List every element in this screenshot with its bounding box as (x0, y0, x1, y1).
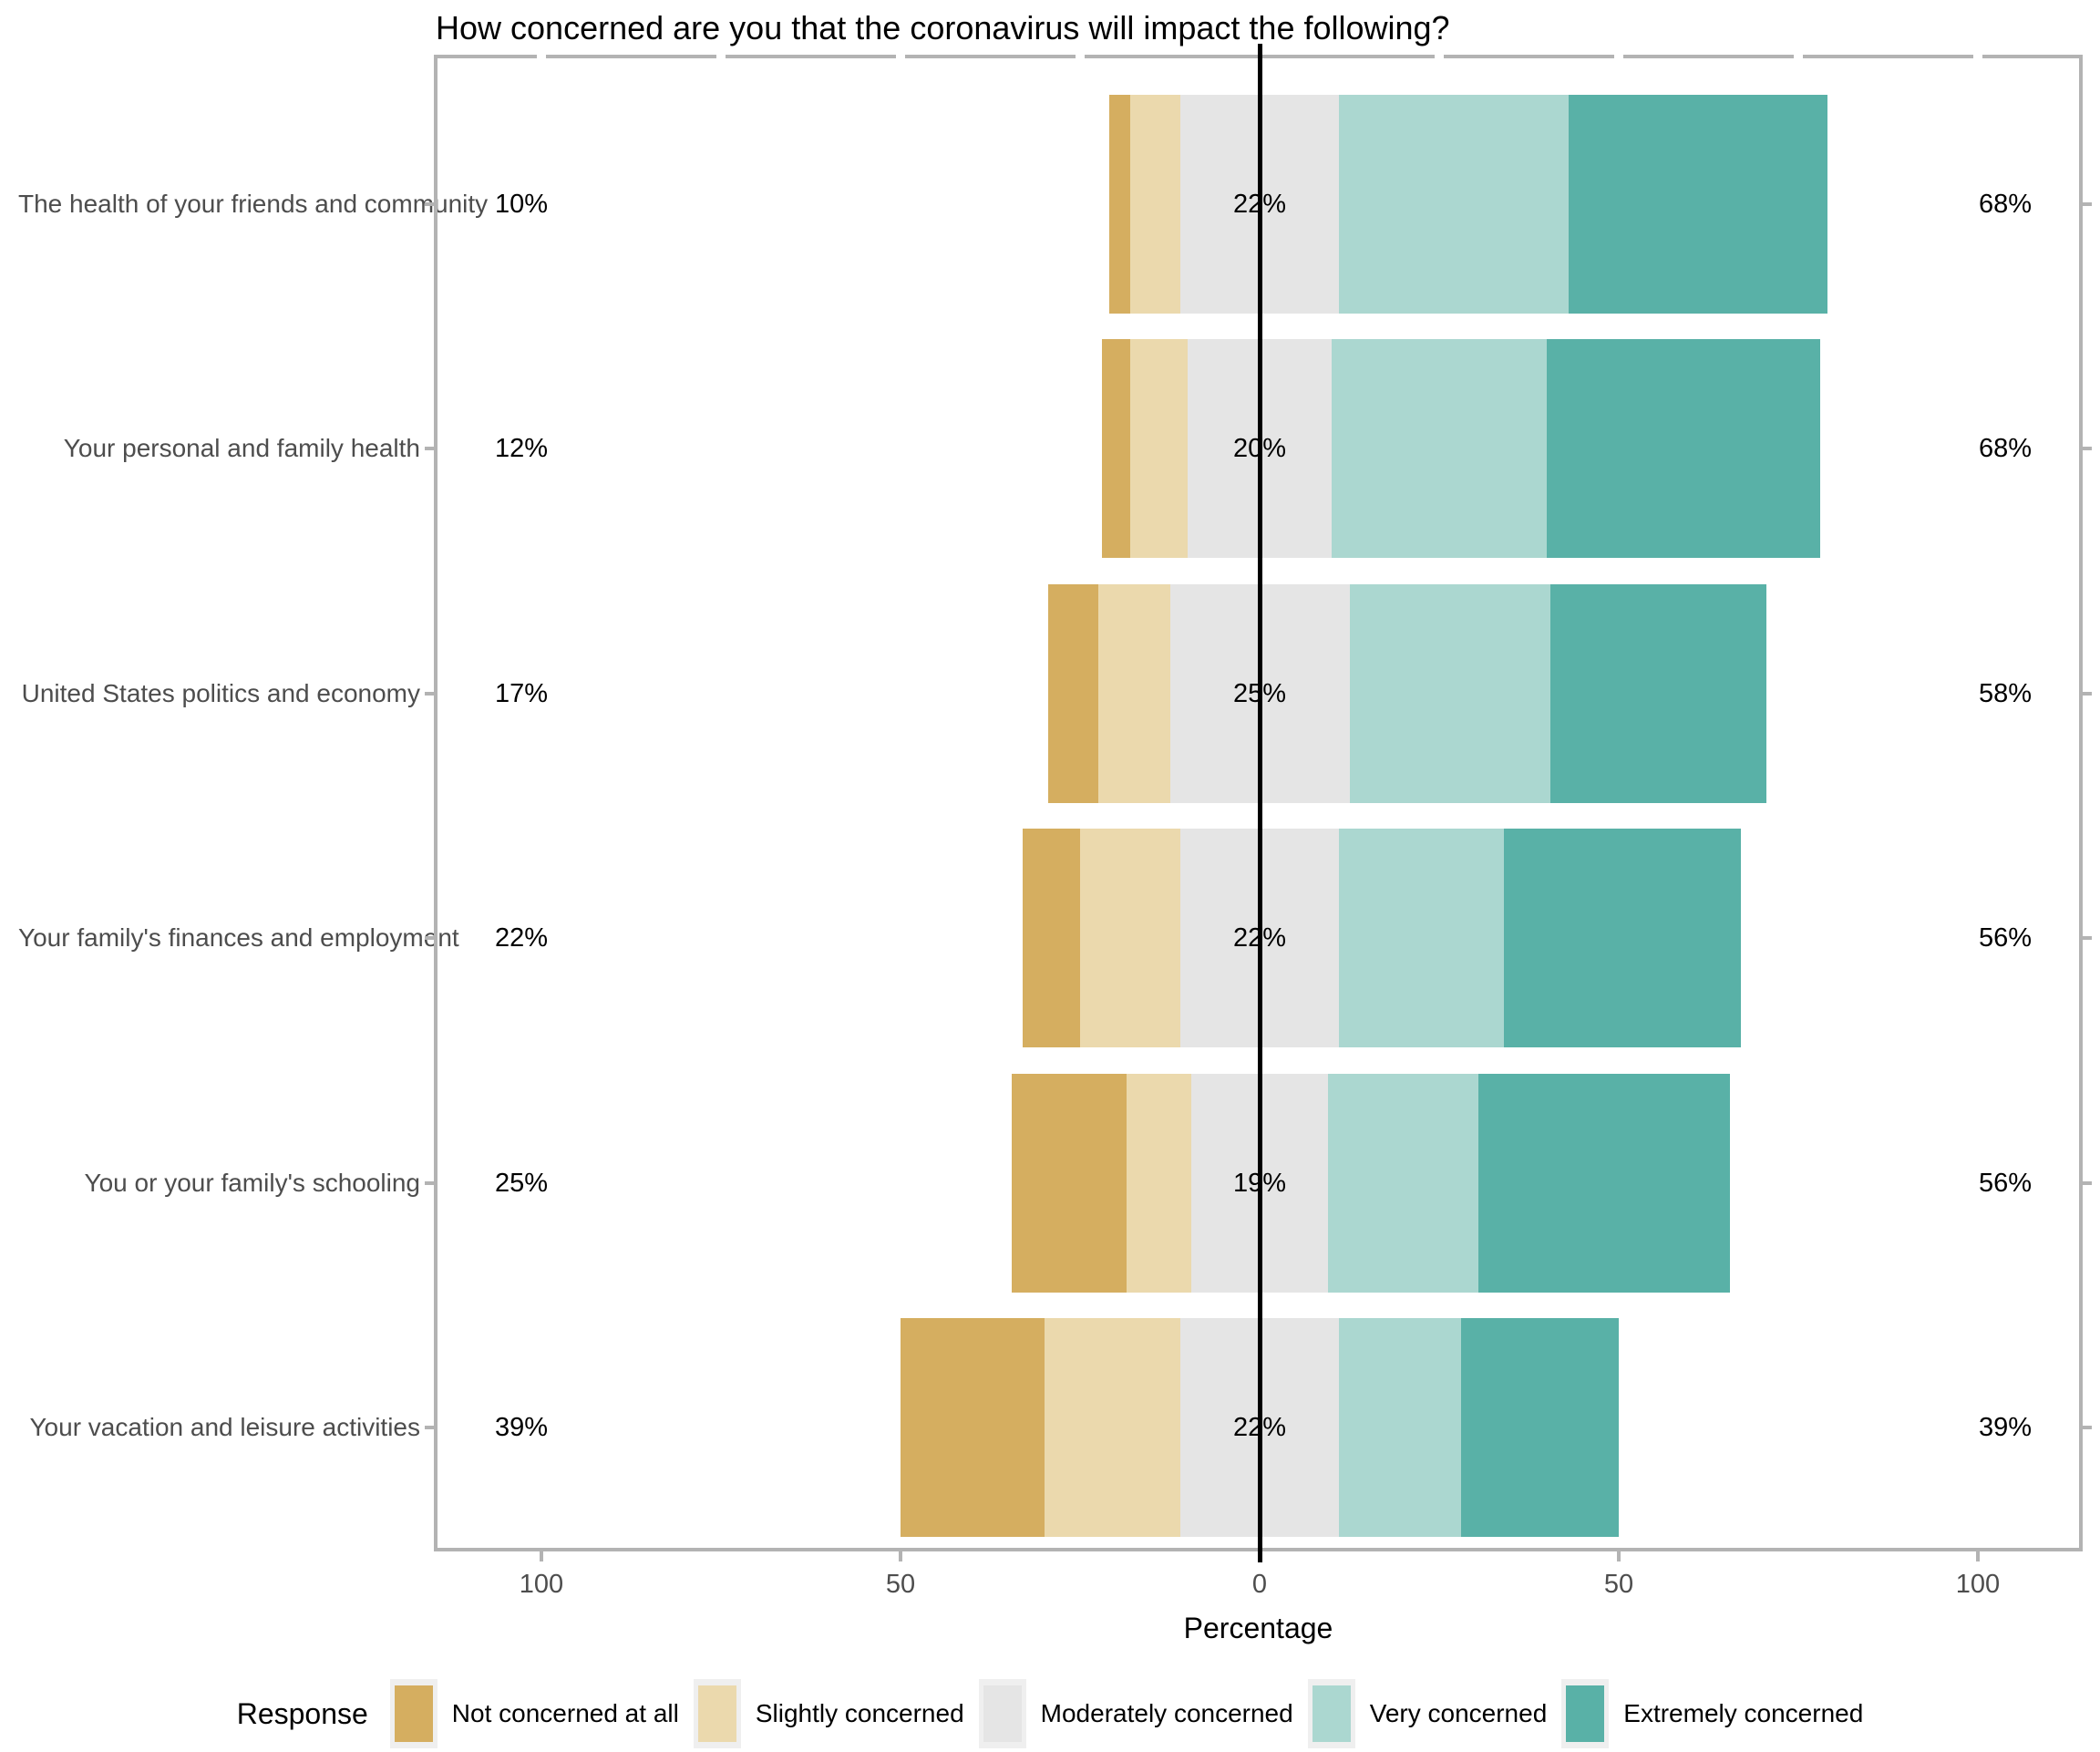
y-axis-tick-right (2083, 1181, 2092, 1185)
legend-item-very-concerned: Very concerned (1307, 1679, 1548, 1748)
top-axis-tick-gap (1794, 55, 1803, 58)
bar-segment-very-concerned (1339, 1318, 1461, 1537)
bar-segment-slightly-concerned (1127, 1074, 1191, 1293)
bar-segment-slightly-concerned (1080, 829, 1180, 1047)
bar-segment-extremely-concerned (1547, 339, 1820, 558)
left-total-label: 25% (494, 1169, 549, 1198)
legend-swatch-very-concerned (1312, 1685, 1351, 1742)
bar-segment-very-concerned (1339, 829, 1504, 1047)
category-label: Your vacation and leisure activities (29, 1413, 420, 1441)
category-label: Your personal and family health (63, 434, 420, 462)
y-axis-tick-left (425, 447, 434, 450)
category-label: The health of your friends and community (18, 190, 489, 218)
bar-segment-very-concerned (1350, 584, 1550, 803)
legend-item-slightly-concerned: Slightly concerned (693, 1679, 964, 1748)
bar-segment-very-concerned (1332, 339, 1547, 558)
left-total-label: 22% (494, 923, 549, 953)
right-total-label: 68% (1978, 190, 2033, 219)
legend-item-not-concerned-at-all: Not concerned at all (389, 1679, 679, 1748)
x-axis-tick-label: 50 (1603, 1570, 1634, 1599)
y-axis-tick-right (2083, 1426, 2092, 1429)
y-axis-tick-right (2083, 447, 2092, 450)
legend-key (389, 1679, 438, 1748)
legend-swatch-extremely-concerned (1566, 1685, 1605, 1742)
right-total-label: 58% (1978, 679, 2033, 708)
right-total-label: 56% (1978, 1169, 2033, 1198)
panel-border-left (434, 55, 438, 1551)
bar-segment-extremely-concerned (1461, 1318, 1619, 1537)
legend-label: Extremely concerned (1623, 1699, 1864, 1727)
x-axis-tick (899, 1551, 902, 1561)
top-axis-tick-gap (537, 55, 546, 58)
bar-segment-not-concerned-at-all (1048, 584, 1098, 803)
y-axis-tick-right (2083, 202, 2092, 206)
x-axis-tick-label: 100 (519, 1570, 564, 1599)
x-axis-tick-label: 50 (885, 1570, 916, 1599)
legend-title: Response (236, 1696, 368, 1730)
bar-segment-slightly-concerned (1130, 95, 1180, 314)
bar-segment-slightly-concerned (1098, 584, 1170, 803)
y-axis-tick-left (425, 202, 434, 206)
top-axis-tick-gap (1973, 55, 1982, 58)
right-total-label: 68% (1978, 434, 2033, 463)
legend-key (1561, 1679, 1610, 1748)
legend-swatch-not-concerned-at-all (394, 1685, 433, 1742)
legend-label: Very concerned (1369, 1699, 1548, 1727)
chart-title: How concerned are you that the coronavir… (436, 9, 1450, 46)
legend-label: Slightly concerned (755, 1699, 964, 1727)
legend-label: Moderately concerned (1040, 1699, 1293, 1727)
y-axis-tick-left (425, 1426, 434, 1429)
legend-item-extremely-concerned: Extremely concerned (1561, 1679, 1863, 1748)
category-label: You or your family's schooling (84, 1169, 421, 1197)
x-axis-tick (1976, 1551, 1980, 1561)
left-total-label: 12% (494, 434, 549, 463)
bar-segment-very-concerned (1339, 95, 1569, 314)
x-axis-tick (1617, 1551, 1621, 1561)
x-axis-tick-label: 100 (1955, 1570, 2001, 1599)
category-label: Your family's finances and employment (18, 923, 459, 952)
zero-line (1258, 44, 1262, 1562)
left-total-label: 17% (494, 679, 549, 708)
x-axis-tick-label: 0 (1251, 1570, 1268, 1599)
bar-segment-not-concerned-at-all (901, 1318, 1045, 1537)
legend-label: Not concerned at all (451, 1699, 679, 1727)
legend-item-moderately-concerned: Moderately concerned (978, 1679, 1293, 1748)
legend: Response Not concerned at all Slightly co… (0, 1675, 2100, 1752)
y-axis-tick-left (425, 692, 434, 696)
y-axis-tick-left (425, 1181, 434, 1185)
category-label: United States politics and economy (21, 679, 420, 707)
top-axis-tick-gap (716, 55, 726, 58)
bar-segment-extremely-concerned (1478, 1074, 1730, 1293)
top-axis-tick-gap (1076, 55, 1085, 58)
legend-swatch-slightly-concerned (697, 1685, 736, 1742)
top-axis-tick-gap (896, 55, 905, 58)
right-total-label: 56% (1978, 923, 2033, 953)
bar-segment-not-concerned-at-all (1012, 1074, 1127, 1293)
legend-swatch-moderately-concerned (983, 1685, 1022, 1742)
panel-border-right (2079, 55, 2083, 1551)
legend-key (693, 1679, 741, 1748)
bar-segment-extremely-concerned (1550, 584, 1766, 803)
x-axis-title: Percentage (1183, 1612, 1333, 1644)
legend-key (978, 1679, 1026, 1748)
right-total-label: 39% (1978, 1413, 2033, 1442)
bar-segment-very-concerned (1328, 1074, 1478, 1293)
top-axis-tick-gap (1614, 55, 1623, 58)
bar-segment-not-concerned-at-all (1109, 95, 1130, 314)
top-axis-tick-gap (1435, 55, 1444, 58)
y-axis-tick-left (425, 936, 434, 940)
bar-segment-slightly-concerned (1130, 339, 1188, 558)
left-total-label: 39% (494, 1413, 549, 1442)
left-total-label: 10% (494, 190, 549, 219)
bar-segment-slightly-concerned (1045, 1318, 1180, 1537)
y-axis-tick-right (2083, 692, 2092, 696)
bar-segment-not-concerned-at-all (1102, 339, 1130, 558)
y-axis-tick-right (2083, 936, 2092, 940)
bar-segment-extremely-concerned (1504, 829, 1741, 1047)
x-axis-tick (540, 1551, 543, 1561)
bar-segment-not-concerned-at-all (1023, 829, 1080, 1047)
bar-segment-extremely-concerned (1569, 95, 1827, 314)
legend-key (1307, 1679, 1355, 1748)
